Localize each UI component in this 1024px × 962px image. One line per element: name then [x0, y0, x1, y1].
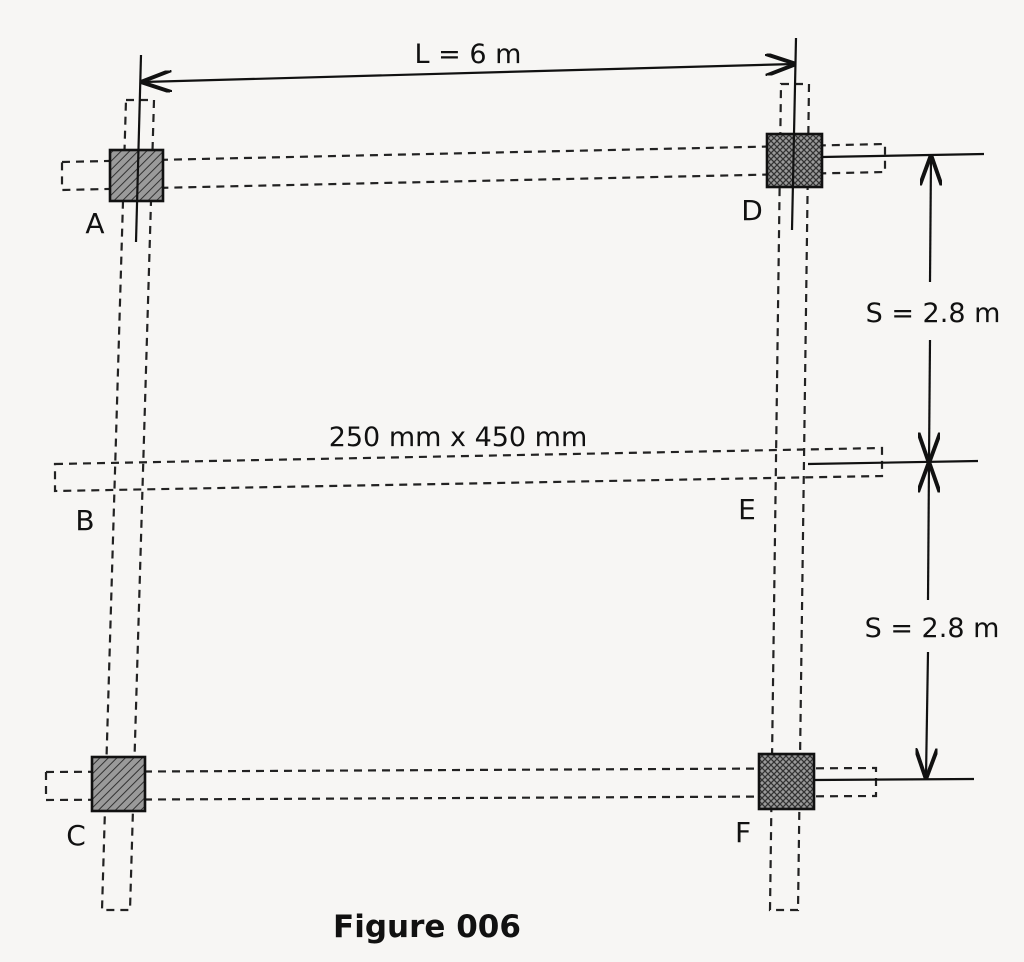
girder-d-f: [768, 82, 811, 912]
extension-line-top: [821, 152, 985, 159]
spacing-top-line-lower: [929, 339, 930, 461]
extension-line-mid: [807, 459, 979, 466]
beam-b-e: [53, 446, 884, 493]
column-c: [90, 755, 147, 813]
spacing-bottom-label: S = 2.8 m: [865, 613, 1000, 644]
spacing-bottom-line-upper: [928, 464, 929, 601]
span-dimension-line: [143, 64, 794, 82]
extension-line-bottom: [813, 777, 975, 782]
figure-caption: Figure 006: [333, 909, 521, 945]
spacing-top-line-upper: [930, 157, 931, 283]
span-label: L = 6 m: [415, 39, 522, 70]
node-label-b: B: [75, 504, 94, 537]
column-f: [757, 752, 816, 811]
node-label-a: A: [85, 207, 104, 240]
beam-c-f: [44, 766, 878, 802]
beam-size-label: 250 mm x 450 mm: [329, 422, 588, 453]
node-label-c: C: [66, 819, 86, 852]
spacing-top-label: S = 2.8 m: [866, 298, 1001, 329]
node-label-f: F: [735, 816, 751, 849]
girder-a-c: [100, 98, 156, 912]
node-label-d: D: [741, 194, 763, 227]
node-label-e: E: [738, 493, 756, 526]
spacing-bottom-line-lower: [926, 651, 928, 777]
beam-a-d: [60, 142, 887, 192]
extension-line-a: [134, 54, 143, 243]
